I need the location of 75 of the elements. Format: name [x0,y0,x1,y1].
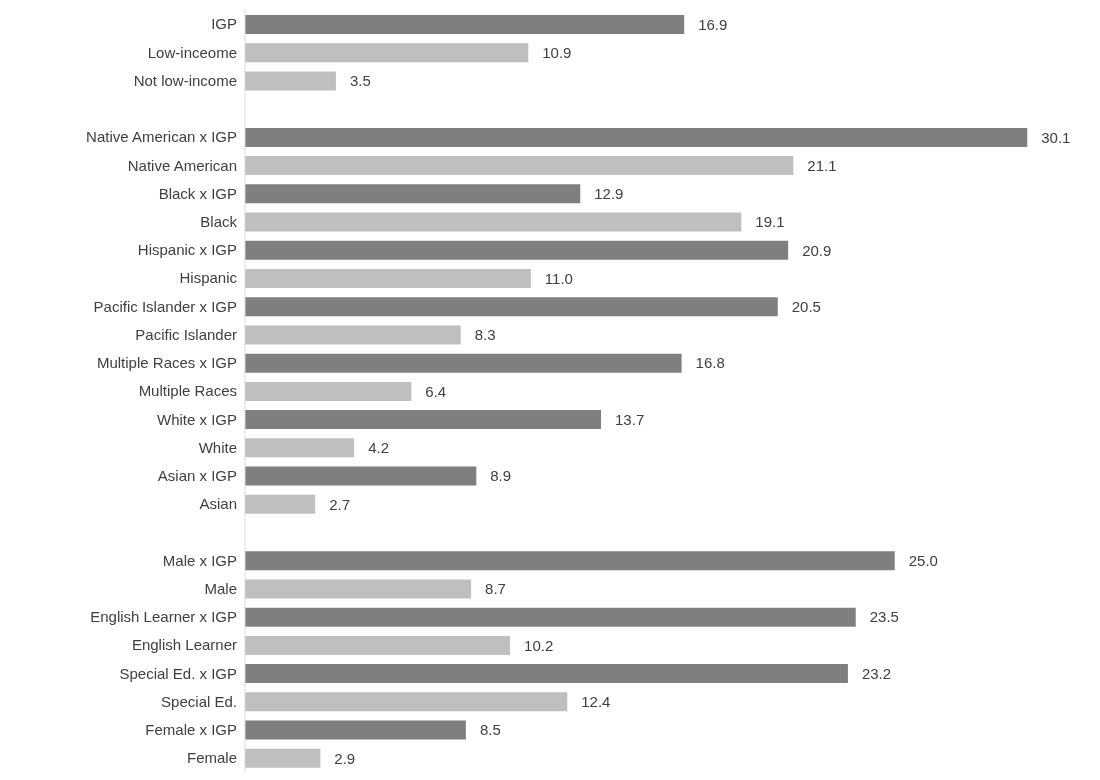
y-tick-label: Pacific Islander x IGP [93,297,237,315]
bar [245,748,321,768]
data-label: 20.9 [802,241,832,259]
y-tick-label: Multiple Races [138,382,237,400]
data-label: 10.2 [524,636,554,654]
bar [245,127,1028,147]
bar [245,607,856,627]
bar [245,692,568,712]
y-tick-label: Low-inceome [147,43,237,61]
data-label: 8.3 [474,326,496,344]
y-tick-label: White [198,438,237,456]
data-label: 3.5 [349,72,371,90]
y-tick-label: Asian x IGP [157,466,237,484]
data-label: 16.8 [695,354,725,372]
data-label: 20.5 [791,298,821,316]
y-tick-label: Male x IGP [162,551,237,569]
bar [245,579,472,599]
bar [245,381,412,401]
bar [245,71,336,91]
bar [245,297,778,317]
y-tick-label: Black [200,212,238,230]
data-label: 23.5 [869,608,899,626]
bar [245,410,602,430]
bar [245,551,895,571]
data-label: 10.9 [542,44,572,62]
bar [245,212,742,232]
bar [245,466,477,486]
data-label: 2.9 [334,749,356,767]
data-label: 19.1 [755,213,785,231]
bar [245,43,529,63]
y-tick-label: Not low-income [133,71,237,89]
y-tick-label: Multiple Races x IGP [96,354,237,372]
bar [245,353,682,373]
y-tick-label: English Learner x IGP [90,608,237,626]
data-label: 12.9 [594,185,624,203]
y-tick-label: Native American x IGP [86,128,237,146]
data-label: 8.5 [479,721,501,739]
data-label: 6.4 [425,382,447,400]
y-tick-label: Native American [127,156,237,174]
y-tick-label: Pacific Islander [135,325,237,343]
y-tick-label: Hispanic x IGP [137,241,237,259]
data-label: 2.7 [329,495,351,513]
bar [245,664,848,684]
data-label: 12.4 [581,693,611,711]
y-tick-label: English Learner [131,636,237,654]
y-tick-label: Black x IGP [158,184,237,202]
data-label: 25.0 [908,552,938,570]
y-tick-label: Special Ed. x IGP [119,664,237,682]
data-label: 8.7 [485,580,506,598]
y-tick-label: Male [204,579,237,597]
y-tick-label: Female [186,749,237,767]
bar [245,494,316,514]
data-label: 23.2 [861,664,892,682]
bar [245,184,581,204]
bar [245,325,461,345]
bar [245,156,794,176]
y-tick-label: Asian [199,495,237,513]
bar [245,720,466,740]
data-label: 13.7 [615,410,645,428]
y-tick-label: Special Ed. [161,692,237,710]
y-tick-label: Female x IGP [145,720,237,738]
data-label: 16.9 [698,15,728,33]
y-tick-label: Hispanic [179,269,238,287]
bar [245,15,685,34]
data-label: 8.9 [490,467,512,485]
y-tick-label: White x IGP [156,410,237,428]
bar [245,438,355,458]
bar [245,635,511,655]
y-tick-label: IGP [211,15,237,33]
data-label: 21.1 [807,156,837,174]
data-label: 11.0 [544,269,573,287]
bar [245,240,789,260]
bar [245,269,531,288]
data-label: 4.2 [368,439,390,457]
data-label: 30.1 [1041,128,1071,146]
